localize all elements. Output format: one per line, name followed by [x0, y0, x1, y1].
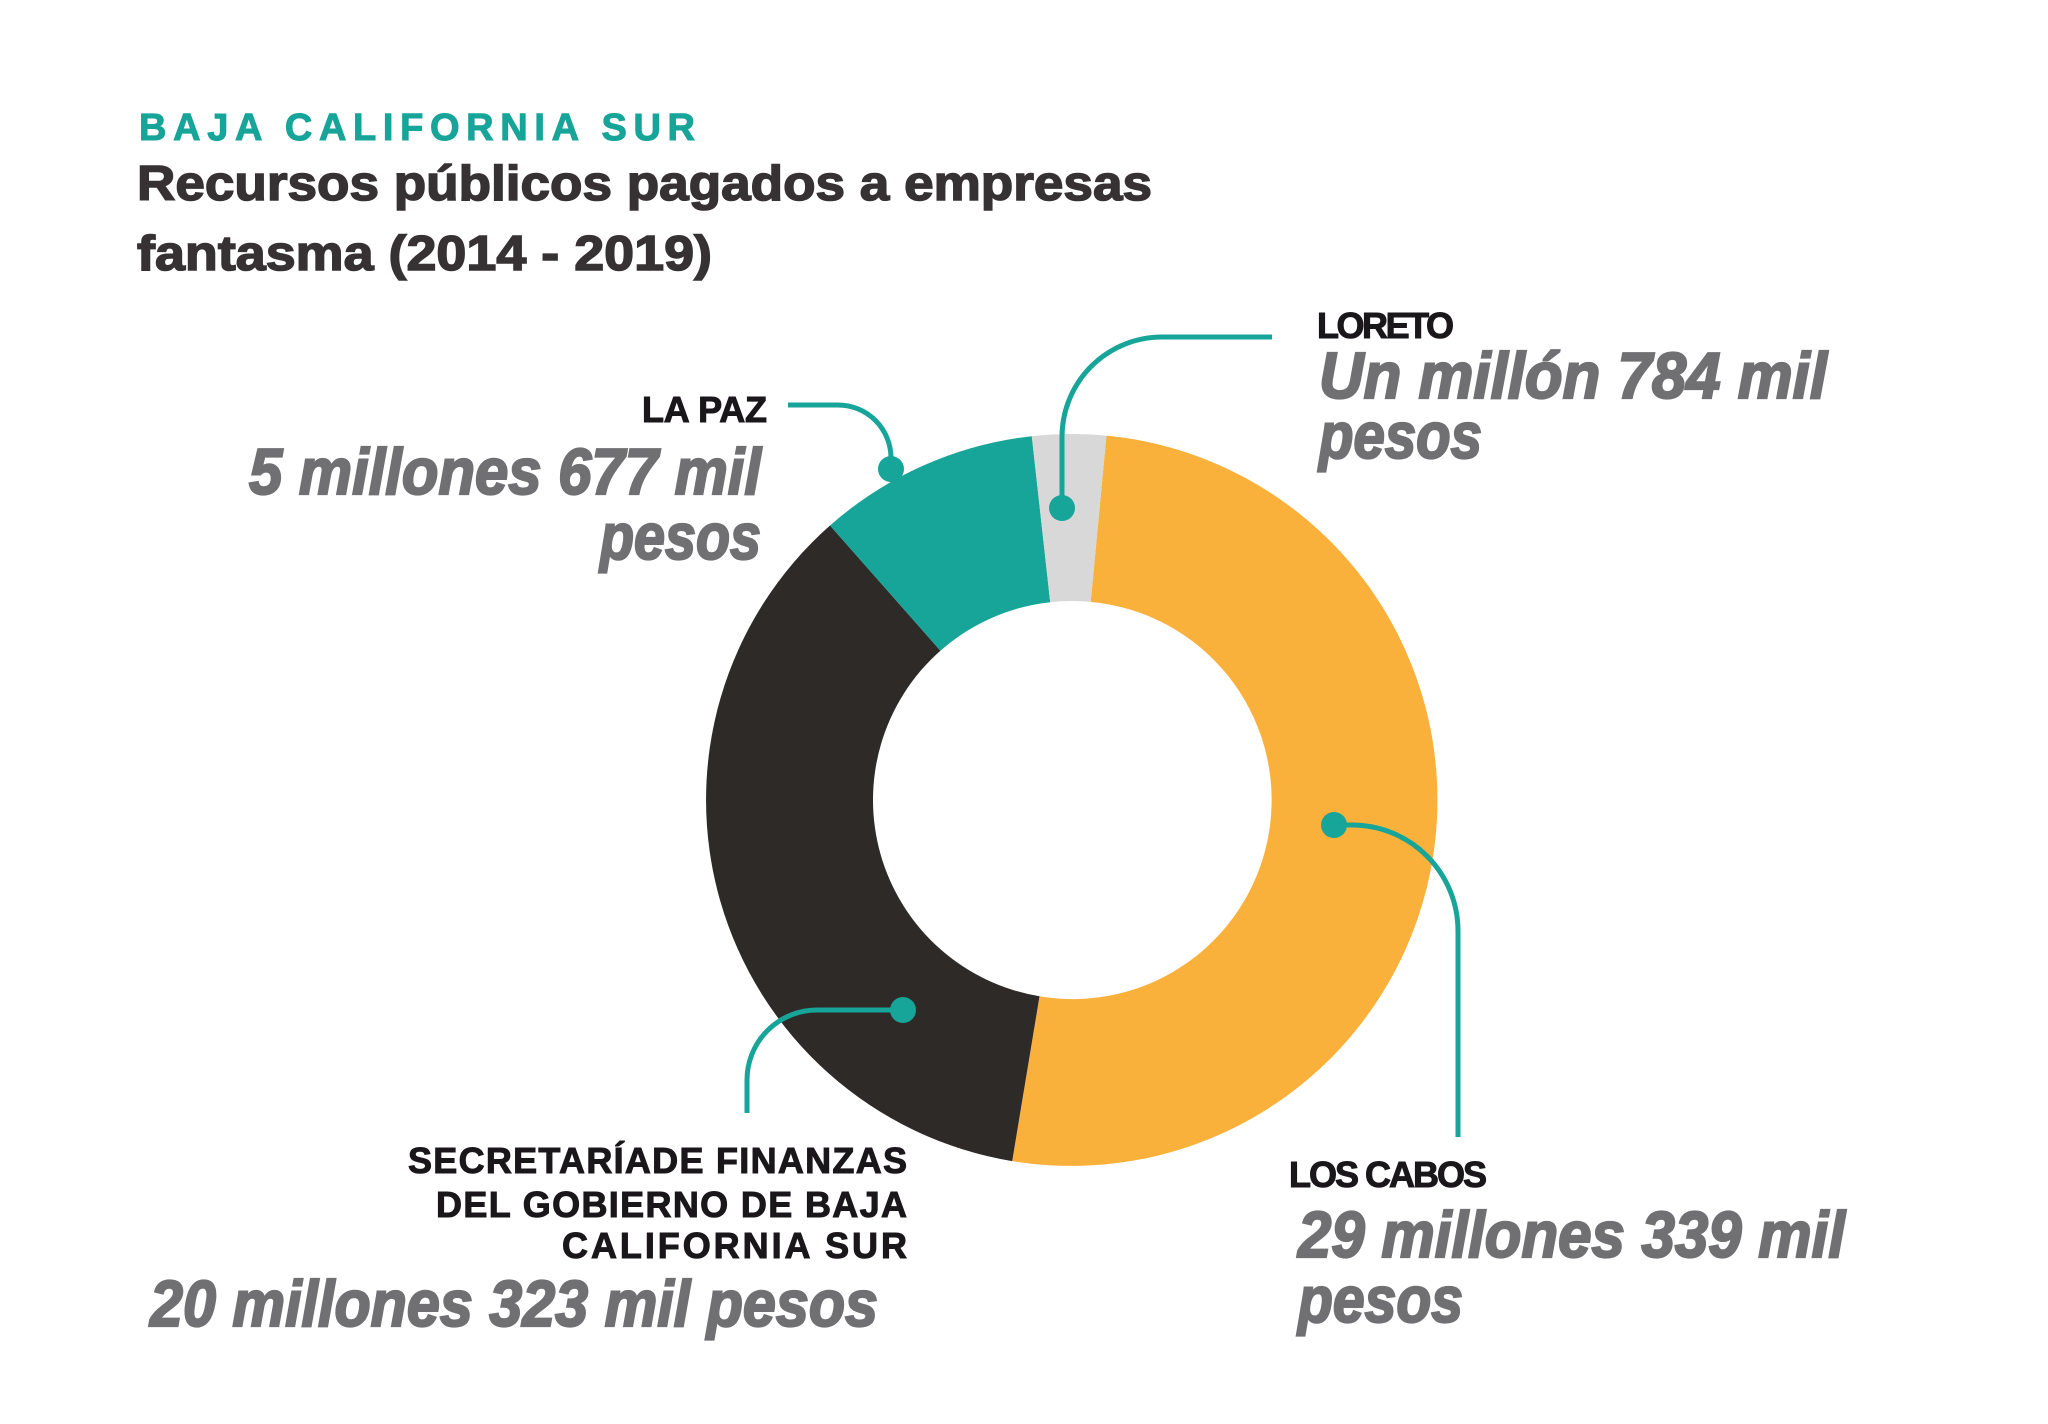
- svg-text:20 millones 323 mil pesos: 20 millones 323 mil pesos: [148, 1267, 878, 1340]
- svg-text:SECRETARÍADE FINANZAS: SECRETARÍADE FINANZAS: [408, 1140, 907, 1181]
- svg-text:DEL GOBIERNO DE BAJA: DEL GOBIERNO DE BAJA: [436, 1184, 907, 1225]
- svg-text:Recursos públicos pagados a em: Recursos públicos pagados a empresas: [137, 157, 1152, 211]
- svg-text:pesos: pesos: [598, 500, 761, 573]
- svg-text:BAJA CALIFORNIA SUR: BAJA CALIFORNIA SUR: [139, 107, 695, 149]
- svg-text:5 millones 677 mil: 5 millones 677 mil: [249, 435, 763, 508]
- svg-text:LOS CABOS: LOS CABOS: [1289, 1154, 1487, 1195]
- svg-text:Un millón 784 mil: Un millón 784 mil: [1319, 339, 1829, 412]
- svg-text:pesos: pesos: [1317, 399, 1482, 472]
- svg-text:CALIFORNIA SUR: CALIFORNIA SUR: [562, 1225, 907, 1266]
- svg-text:LA PAZ: LA PAZ: [642, 389, 767, 430]
- svg-text:fantasma (2014 - 2019): fantasma (2014 - 2019): [137, 227, 712, 281]
- svg-text:29 millones 339 mil: 29 millones 339 mil: [1296, 1198, 1847, 1271]
- svg-text:LORETO: LORETO: [1317, 305, 1454, 346]
- svg-text:pesos: pesos: [1296, 1263, 1463, 1336]
